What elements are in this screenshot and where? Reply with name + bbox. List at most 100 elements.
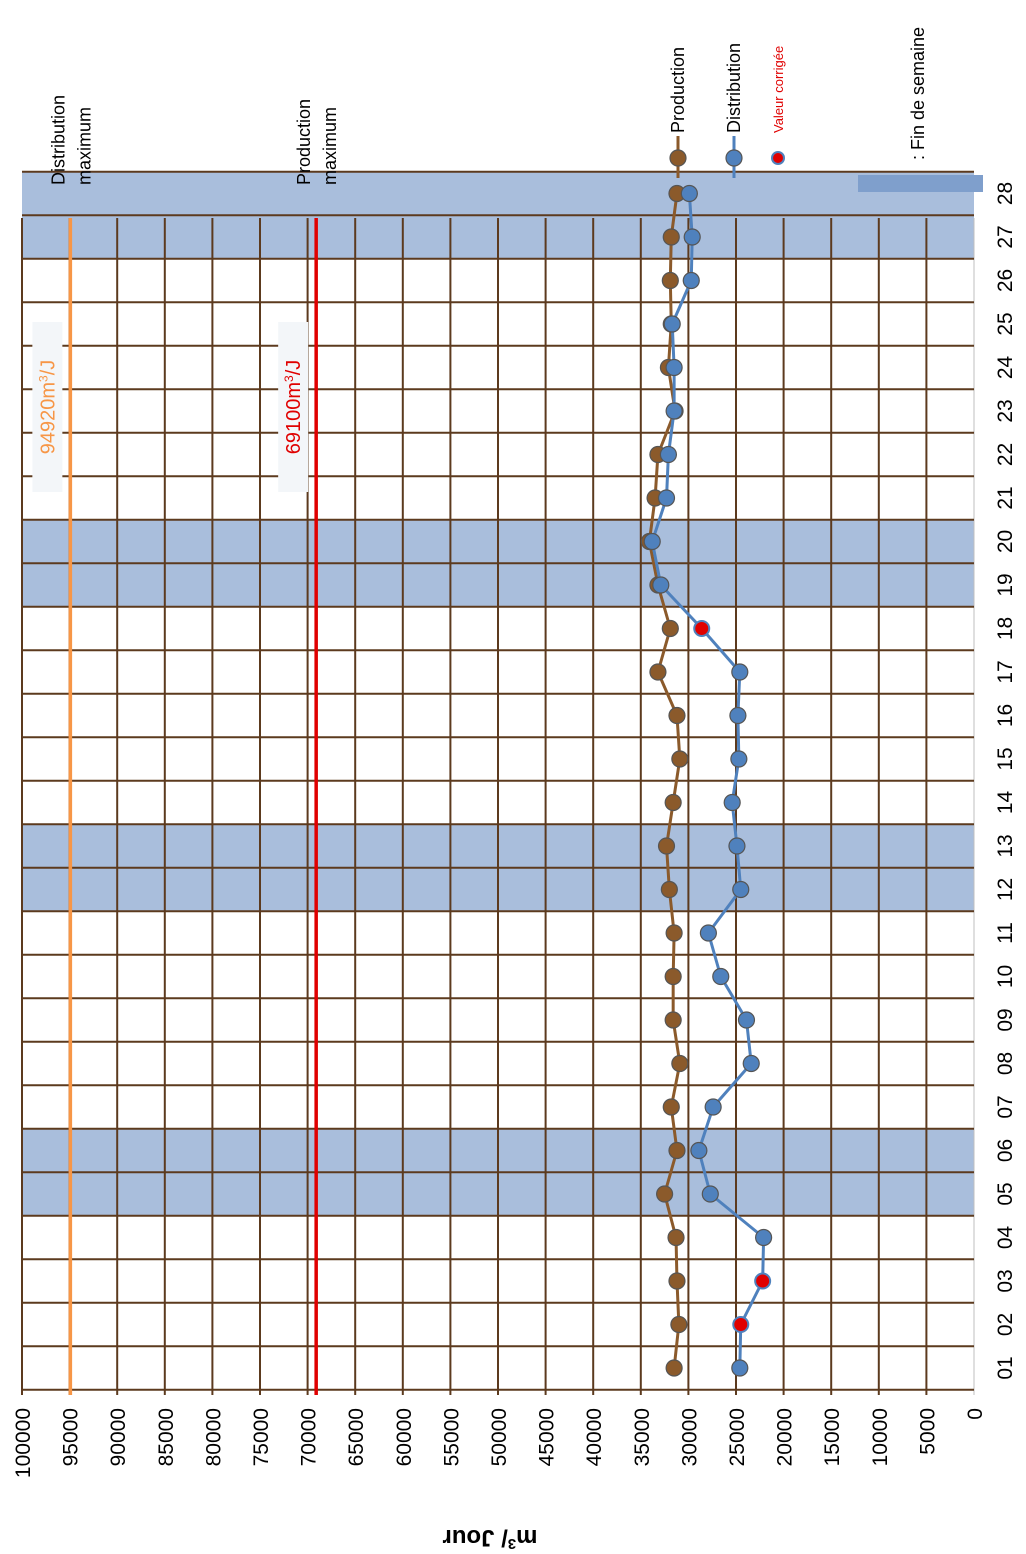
point-distribution-03 — [754, 1272, 772, 1290]
series-line-distribution — [650, 193, 766, 1369]
category-tick-11: 11 — [994, 922, 1017, 944]
point-production-05 — [655, 1185, 674, 1203]
point-production-26 — [661, 271, 679, 290]
value-tick-85000: 85000 — [155, 1408, 178, 1466]
point-distribution-23 — [665, 402, 683, 420]
value-tick-0: 0 — [964, 1408, 987, 1420]
point-distribution-12 — [732, 880, 750, 899]
point-production-13 — [657, 837, 676, 855]
point-production-14 — [664, 793, 682, 812]
category-tick-08: 08 — [994, 1052, 1017, 1075]
value-tick-40000: 40000 — [583, 1408, 606, 1466]
category-tick-22: 22 — [994, 443, 1017, 466]
category-tick-27: 27 — [994, 225, 1017, 248]
point-production-27 — [662, 228, 680, 246]
point-production-04 — [667, 1228, 685, 1247]
weekend-band-28 — [22, 171, 974, 216]
category-tick-07: 07 — [994, 1095, 1017, 1118]
category-tick-23: 23 — [994, 399, 1017, 422]
value-tick-70000: 70000 — [298, 1408, 321, 1466]
point-production-11 — [665, 924, 683, 942]
point-distribution-15 — [730, 750, 748, 768]
legend-label-2: Valeur corrigée — [771, 46, 786, 133]
value-tick-90000: 90000 — [107, 1408, 130, 1466]
point-distribution-01 — [731, 1359, 749, 1377]
category-tick-05: 05 — [994, 1182, 1017, 1205]
category-tick-19: 19 — [994, 573, 1017, 596]
legend-marker-2 — [771, 151, 785, 165]
point-distribution-21 — [657, 489, 676, 507]
point-distribution-09 — [737, 1011, 756, 1029]
value-tick-65000: 65000 — [345, 1408, 368, 1466]
value-tick-35000: 35000 — [631, 1408, 654, 1466]
point-distribution-16 — [729, 706, 747, 725]
point-distribution-26 — [682, 271, 700, 290]
legend-label-3: : Fin de semaine — [908, 27, 928, 160]
category-tick-21: 21 — [994, 486, 1017, 509]
point-distribution-08 — [742, 1054, 760, 1073]
point-production-17 — [649, 663, 667, 681]
legend-marker-1 — [725, 149, 743, 167]
point-distribution-22 — [659, 445, 678, 464]
ref-label-box-1 — [278, 322, 309, 492]
series-line-production — [647, 193, 682, 1369]
point-production-16 — [668, 706, 686, 725]
point-production-02 — [670, 1315, 688, 1334]
value-tick-15000: 15000 — [821, 1408, 844, 1466]
value-tick-80000: 80000 — [202, 1408, 225, 1466]
category-tick-13: 13 — [994, 834, 1017, 857]
point-production-15 — [671, 750, 689, 768]
point-distribution-19 — [652, 576, 670, 594]
point-distribution-07 — [704, 1098, 722, 1116]
point-distribution-05 — [701, 1185, 719, 1203]
category-tick-15: 15 — [994, 747, 1017, 770]
value-axis-title: m3/ Jour — [442, 1524, 537, 1552]
value-tick-75000: 75000 — [250, 1408, 273, 1466]
category-tick-10: 10 — [994, 965, 1017, 988]
category-tick-01: 01 — [994, 1356, 1017, 1379]
category-tick-16: 16 — [994, 704, 1017, 727]
value-tick-20000: 20000 — [774, 1408, 797, 1466]
category-tick-28: 28 — [994, 182, 1017, 205]
value-tick-60000: 60000 — [393, 1408, 416, 1466]
point-production-06 — [668, 1141, 686, 1160]
category-tick-20: 20 — [994, 530, 1017, 553]
ref-title-0: Distribution maximum — [48, 95, 94, 185]
point-production-07 — [662, 1098, 680, 1116]
category-tick-14: 14 — [994, 791, 1017, 815]
point-distribution-20 — [643, 532, 661, 551]
point-production-12 — [660, 880, 678, 899]
point-distribution-06 — [690, 1141, 708, 1160]
category-tick-17: 17 — [994, 660, 1017, 683]
legend-label-1: Distribution — [724, 43, 744, 133]
value-tick-95000: 95000 — [60, 1408, 83, 1466]
point-distribution-02 — [732, 1316, 750, 1333]
legend-label-0: Production — [668, 47, 688, 133]
value-tick-25000: 25000 — [726, 1408, 749, 1466]
value-tick-30000: 30000 — [678, 1408, 701, 1466]
point-distribution-10 — [712, 967, 730, 986]
ref-title-1: Production maximum — [294, 99, 340, 185]
ref-label-1: 69100m3/J — [282, 360, 305, 455]
gridlines — [21, 170, 975, 1395]
category-tick-03: 03 — [994, 1269, 1017, 1292]
point-distribution-14 — [723, 793, 741, 812]
data-series — [640, 184, 773, 1377]
legend: Production Distribution Valeur corrigée : F… — [668, 27, 983, 192]
point-production-10 — [664, 967, 682, 986]
category-tick-06: 06 — [994, 1139, 1017, 1162]
value-tick-100000: 100000 — [12, 1408, 35, 1478]
value-tick-5000: 5000 — [916, 1408, 939, 1455]
value-tick-55000: 55000 — [440, 1408, 463, 1466]
category-tick-24: 24 — [994, 356, 1017, 380]
point-distribution-24 — [665, 358, 683, 377]
category-tick-02: 02 — [994, 1313, 1017, 1336]
category-tick-12: 12 — [994, 878, 1017, 901]
point-distribution-04 — [755, 1228, 773, 1247]
value-tick-50000: 50000 — [488, 1408, 511, 1466]
category-tick-25: 25 — [994, 312, 1017, 335]
point-distribution-17 — [731, 663, 749, 681]
point-distribution-27 — [683, 228, 701, 246]
category-tick-18: 18 — [994, 617, 1017, 640]
